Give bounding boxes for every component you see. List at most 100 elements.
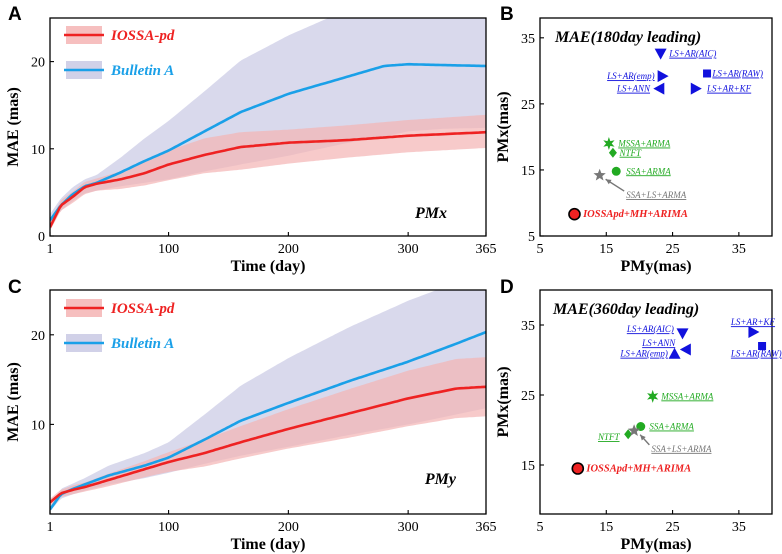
marker-tri-right: [690, 82, 702, 95]
point-label: NTFT: [619, 148, 643, 158]
legend-label: Bulletin A: [110, 63, 174, 79]
point-label: LS+ANN: [641, 338, 676, 348]
panel-letter: A: [8, 4, 22, 25]
point-label: MSSA+ARMA: [617, 139, 671, 149]
y-tick-label: 10: [31, 143, 45, 158]
marker-hexstar: [647, 389, 659, 403]
panel-b: 5 15 25 35 5 15 25 35 PMy(mas) PMx(mas) B MAE(180da…: [495, 4, 773, 275]
point-label: LS+AR+KF: [706, 84, 752, 94]
marker-bigcircle: [568, 207, 581, 221]
point-label: LS+AR(AIC): [668, 49, 716, 59]
series-line: [50, 62, 486, 222]
x-tick-label: 200: [278, 242, 299, 257]
marker-square: [703, 69, 712, 78]
x-axis-label: PMy(mas): [620, 258, 691, 275]
y-axis-label: PMx(mas): [495, 91, 512, 162]
x-tick-label: 15: [599, 520, 613, 535]
marker-tri-left: [679, 343, 691, 356]
point-label: SSA+ARMA: [649, 422, 694, 432]
x-axis-label: Time (day): [231, 258, 306, 275]
marker-tri-down: [654, 48, 667, 60]
series-line: [50, 330, 486, 511]
x-tick-label: 1: [47, 520, 54, 535]
y-tick-label: 10: [31, 418, 45, 433]
marker-diamond: [624, 429, 633, 440]
y-tick-label: 15: [521, 459, 535, 474]
y-tick-label: 25: [521, 389, 535, 404]
panel-d: 5 15 25 35 15 25 35 PMy(mas) PMx(mas) D MAE(360day…: [495, 277, 782, 553]
panel-title: PMx: [414, 205, 447, 222]
panel-title: MAE(360day leading): [552, 301, 699, 318]
x-tick-label: 300: [398, 242, 419, 257]
x-tick-label: 35: [732, 520, 746, 535]
panel-letter: C: [8, 277, 22, 298]
x-tick-label: 15: [599, 242, 613, 257]
point-label: LS+AR(RAW): [711, 68, 763, 78]
annotation-arrowhead: [640, 434, 646, 441]
point-label: SSA+ARMA: [626, 166, 671, 176]
point-label: LS+AR(emp): [606, 71, 655, 81]
point-label: LS+AR(AIC): [626, 324, 674, 334]
marker-tri-right: [748, 326, 760, 338]
series-line: [50, 130, 486, 228]
panel-c: 1 100 200 300 365 10 20 Time (day) MAE (mas) C IOS…: [5, 277, 497, 553]
plot-area: [50, 290, 486, 512]
x-tick-label: 100: [158, 242, 179, 257]
x-tick-label: 300: [398, 520, 419, 535]
x-tick-label: 1: [47, 242, 54, 257]
y-tick-label: 15: [521, 164, 535, 179]
y-axis-label: PMx(mas): [495, 366, 512, 437]
confidence-band: [50, 114, 486, 231]
legend-label: IOSSA-pd: [110, 28, 175, 44]
point-label: IOSSApd+MH+ARIMA: [585, 464, 691, 475]
panel-letter: B: [500, 4, 514, 25]
marker-star: [627, 424, 641, 436]
y-tick-label: 5: [528, 230, 535, 245]
y-axis-label: MAE (mas): [5, 87, 22, 167]
y-tick-label: 20: [31, 56, 45, 71]
panel-title: PMy: [424, 471, 457, 488]
x-tick-label: 5: [537, 242, 544, 257]
marker-tri-right: [657, 70, 669, 83]
marker-tri-up: [668, 347, 681, 359]
x-tick-label: 35: [732, 242, 746, 257]
plot-frame: [49, 17, 487, 237]
marker-star: [593, 168, 606, 181]
point-label: NTFT: [597, 432, 621, 442]
x-tick-label: 365: [476, 242, 497, 257]
y-tick-label: 20: [31, 329, 45, 344]
x-tick-label: 25: [666, 520, 680, 535]
plot-frame: [539, 17, 773, 237]
marker-diamond: [608, 147, 617, 158]
point-label: SSA+LS+ARMA: [651, 444, 712, 454]
point-label: SSA+LS+ARMA: [626, 190, 687, 200]
y-tick-label: 0: [38, 230, 45, 245]
series-line: [50, 385, 486, 504]
point-label: LS+AR+KF: [730, 317, 776, 327]
legend-label: IOSSA-pd: [110, 301, 175, 317]
x-tick-label: 25: [666, 242, 680, 257]
x-tick-label: 100: [158, 520, 179, 535]
panel-a: 1 100 200 300 365 0 10 20 Time (day) MAE (mas) A IO…: [5, 4, 497, 275]
x-tick-label: 200: [278, 520, 299, 535]
marker-square: [758, 342, 767, 350]
y-tick-label: 35: [521, 32, 535, 47]
panel-title: MAE(180day leading): [554, 29, 701, 46]
legend-label: Bulletin A: [110, 336, 174, 352]
plot-area: [50, 18, 486, 231]
marker-hexstar: [603, 137, 615, 150]
confidence-band: [50, 357, 486, 506]
x-axis-label: PMy(mas): [620, 536, 691, 553]
marker-tri-down: [676, 328, 689, 340]
y-tick-label: 25: [521, 98, 535, 113]
point-label: LS+AR(emp): [619, 349, 668, 359]
panel-letter: D: [500, 277, 514, 298]
x-tick-label: 365: [476, 520, 497, 535]
annotation-arrowhead: [605, 179, 612, 185]
point-label: LS+AR(RAW): [730, 349, 782, 359]
point-label: IOSSApd+MH+ARIMA: [582, 209, 688, 220]
x-axis-label: Time (day): [231, 536, 306, 553]
point-label: MSSA+ARMA: [660, 391, 714, 401]
y-tick-label: 35: [521, 319, 535, 334]
